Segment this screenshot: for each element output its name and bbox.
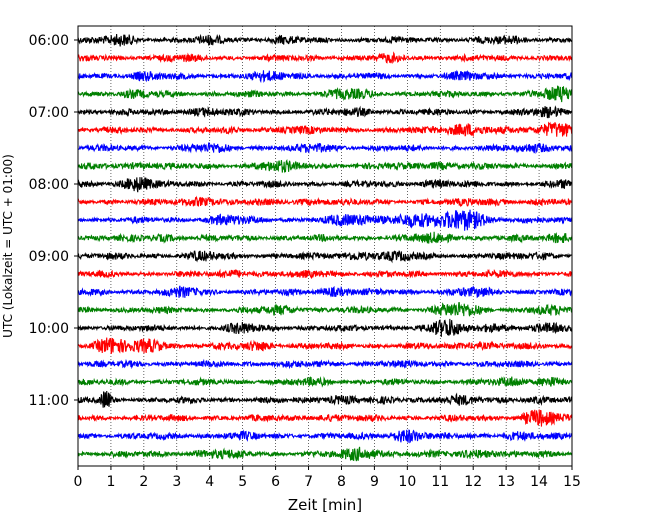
trace-0730	[77, 142, 573, 155]
trace-0930	[77, 285, 573, 299]
trace-0945	[77, 302, 573, 317]
trace-0700	[77, 105, 573, 119]
y-tick-label: 10:00	[29, 321, 69, 337]
trace-0745	[77, 158, 573, 174]
trace-1130	[77, 429, 573, 444]
x-tick-label: 13	[497, 474, 515, 490]
y-tick-label: 07:00	[29, 105, 69, 121]
x-tick-label: 14	[530, 474, 548, 490]
x-tick-label: 2	[139, 474, 148, 490]
x-tick-label: 3	[172, 474, 181, 490]
y-tick-label: 06:00	[29, 33, 69, 49]
x-axis-ticks: 0 1 2 3 4 5 6 7 8 9 10 11 12 13 14 15	[74, 466, 581, 490]
trace-0815	[77, 195, 573, 208]
trace-1015	[77, 337, 573, 354]
y-tick-label: 08:00	[29, 177, 69, 193]
trace-0630	[77, 69, 573, 84]
x-tick-label: 4	[205, 474, 214, 490]
plot-frame	[77, 25, 573, 467]
x-tick-label: 0	[74, 474, 83, 490]
y-tick-label: 09:00	[29, 249, 69, 265]
trace-0915	[77, 268, 573, 280]
trace-0830	[77, 209, 573, 231]
y-axis-ticks: 06:00 07:00 08:00 09:00 10:00 11:00	[29, 33, 78, 409]
x-tick-label: 6	[271, 474, 280, 490]
trace-1115	[77, 409, 573, 427]
x-tick-label: 1	[106, 474, 115, 490]
x-tick-label: 10	[398, 474, 416, 490]
trace-1000	[77, 318, 573, 337]
trace-1100	[77, 391, 573, 408]
y-tick-label: 11:00	[29, 393, 69, 409]
x-axis-label: Zeit [min]	[288, 496, 362, 514]
trace-0845	[77, 231, 573, 244]
x-tick-label: 7	[304, 474, 313, 490]
seismic-traces	[77, 33, 573, 462]
trace-0615	[77, 51, 573, 65]
grid-lines	[110, 26, 540, 466]
trace-0900	[77, 250, 573, 264]
x-tick-label: 5	[238, 474, 247, 490]
trace-0600	[77, 33, 573, 47]
trace-0715	[77, 121, 573, 138]
trace-0645	[77, 85, 573, 103]
x-tick-label: 8	[337, 474, 346, 490]
x-tick-label: 12	[464, 474, 482, 490]
x-tick-label: 15	[563, 474, 581, 490]
x-tick-label: 9	[370, 474, 379, 490]
trace-1030	[77, 358, 573, 370]
y-axis-label: UTC (Lokalzeit = UTC + 01:00)	[1, 154, 15, 338]
trace-0800	[77, 177, 573, 193]
trace-1145	[77, 446, 573, 462]
x-tick-label: 11	[431, 474, 449, 490]
trace-1045	[77, 376, 573, 388]
